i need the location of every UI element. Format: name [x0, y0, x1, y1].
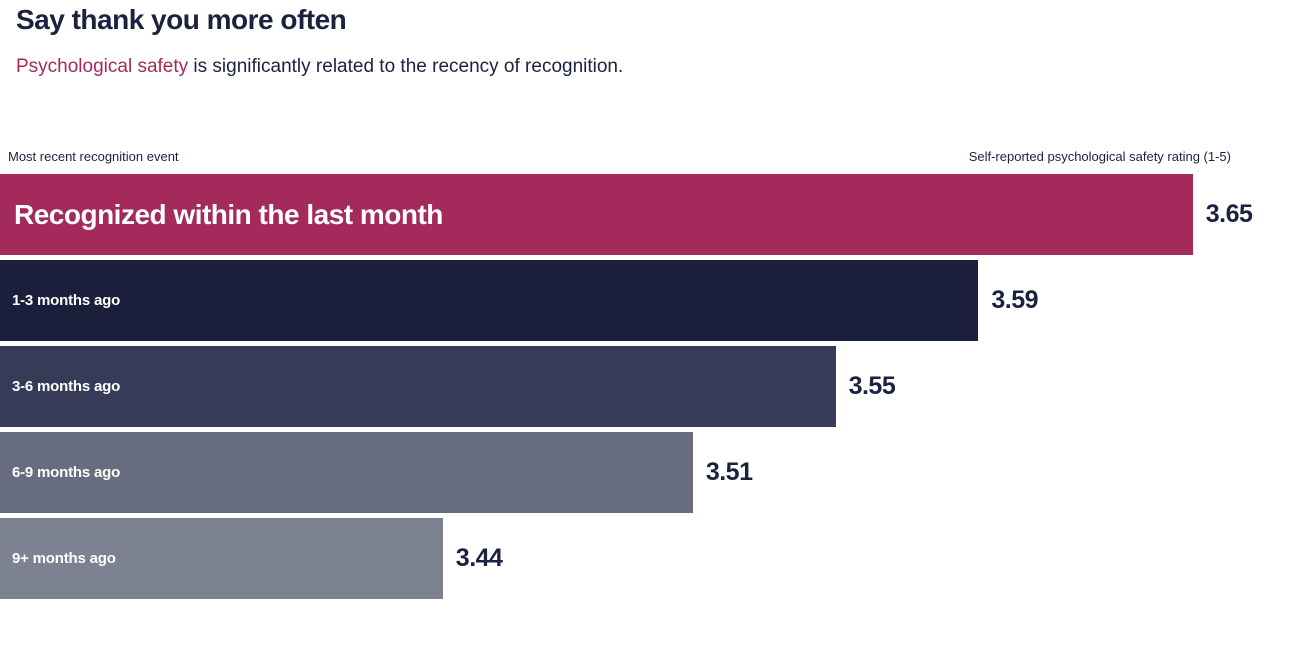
page-title: Say thank you more often [16, 4, 347, 35]
bar: 6-9 months ago [0, 432, 693, 513]
bar-label: 1-3 months ago [12, 292, 121, 309]
axis-label-right: Self-reported psychological safety ratin… [968, 149, 1231, 164]
bar-row: Recognized within the last month 3.65 [0, 174, 1307, 255]
bar-label: 3-6 months ago [12, 378, 121, 395]
bar-row: 6-9 months ago 3.51 [0, 432, 1307, 513]
bar-value-label: 3.44 [455, 544, 503, 572]
axis-label-left: Most recent recognition event [8, 149, 179, 164]
subtitle-highlight: Psychological safety [16, 56, 189, 77]
bar: 9+ months ago [0, 518, 443, 599]
bar: 3-6 months ago [0, 346, 836, 427]
bar: Recognized within the last month [0, 174, 1193, 255]
bar-row: 1-3 months ago 3.59 [0, 260, 1307, 341]
bar-value-label: 3.59 [991, 286, 1039, 314]
bar-chart: Recognized within the last month 3.65 1-… [0, 174, 1307, 604]
chart-subtitle: Psychological safety is significantly re… [16, 56, 623, 78]
bar-label: 9+ months ago [12, 550, 116, 567]
bar: 1-3 months ago [0, 260, 979, 341]
bar-label: 6-9 months ago [12, 464, 121, 481]
bar-value-label: 3.55 [848, 372, 896, 400]
bar-value-label: 3.65 [1205, 200, 1253, 228]
subtitle-rest: is significantly related to the recency … [188, 56, 624, 77]
bar-value-label: 3.51 [705, 458, 753, 486]
bar-row: 3-6 months ago 3.55 [0, 346, 1307, 427]
axis-header-row: Most recent recognition event Self-repor… [8, 149, 1231, 164]
bar-label: Recognized within the last month [14, 198, 443, 230]
bar-row: 9+ months ago 3.44 [0, 518, 1307, 599]
